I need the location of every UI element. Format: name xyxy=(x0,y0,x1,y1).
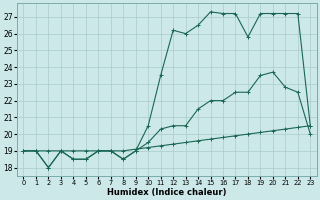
X-axis label: Humidex (Indice chaleur): Humidex (Indice chaleur) xyxy=(107,188,227,197)
